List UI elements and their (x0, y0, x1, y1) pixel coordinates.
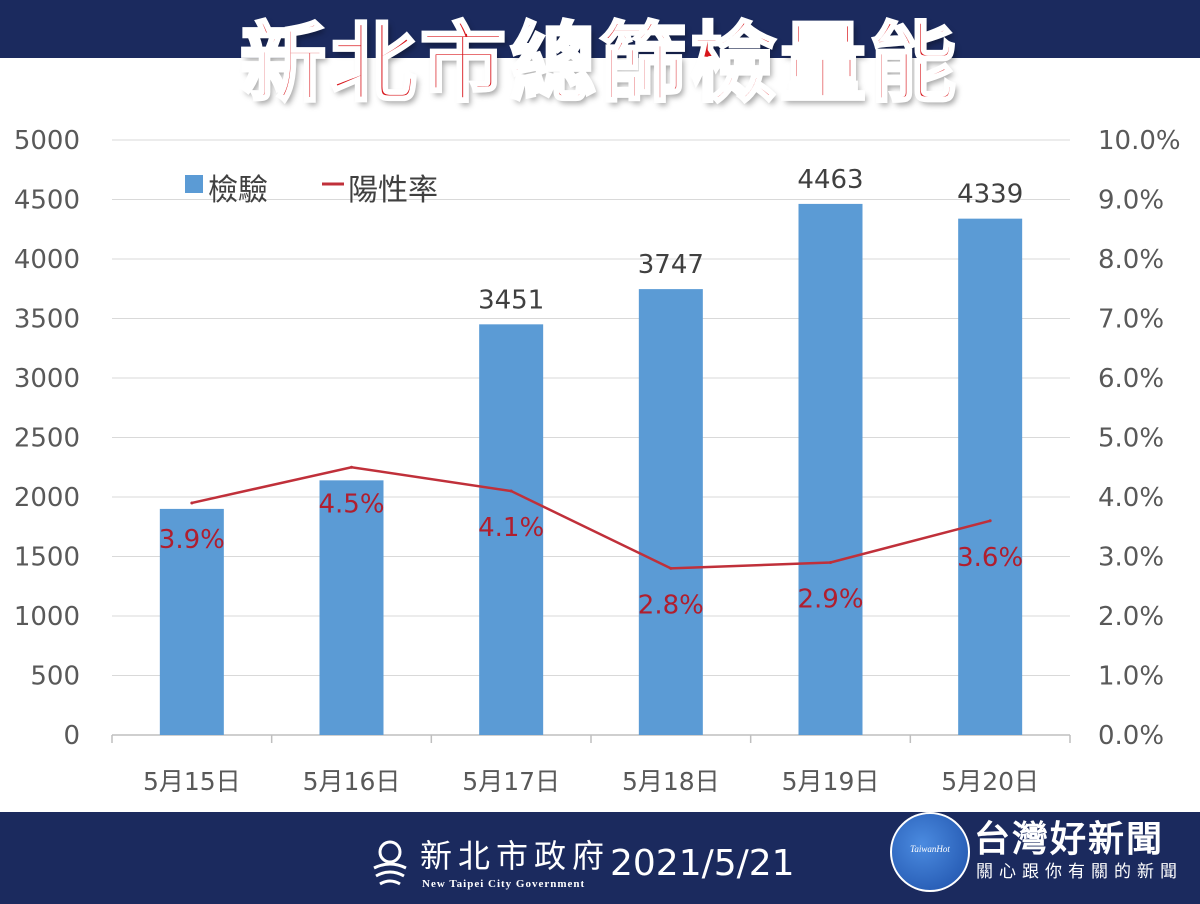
bar (638, 289, 703, 735)
line-point (350, 465, 353, 469)
legend-label-line: 陽性率 (348, 173, 438, 208)
y-right-tick-label: 7.0% (1098, 305, 1164, 335)
line-value-label: 2.9% (797, 584, 863, 614)
y-left-tick-label: 4500 (14, 186, 80, 216)
line-value-label: 4.1% (478, 513, 544, 543)
legend-swatch-bar (185, 175, 203, 193)
y-left-tick-label: 1000 (14, 602, 80, 632)
gov-name-en: New Taipei City Government (422, 878, 586, 890)
news-badge-text: TaiwanHot (910, 844, 950, 854)
y-left-tick-label: 3500 (14, 305, 80, 335)
y-right-tick-label: 5.0% (1098, 424, 1164, 454)
line-value-label: 3.9% (159, 525, 225, 555)
y-right-tick-label: 4.0% (1098, 483, 1164, 513)
y-right-tick-label: 10.0% (1098, 126, 1181, 156)
footer-band (0, 812, 1200, 904)
y-left-tick-label: 0 (63, 721, 80, 751)
y-left-tick-label: 1500 (14, 543, 80, 573)
news-name: 台灣好新聞 (974, 819, 1165, 860)
header-band (0, 0, 1200, 58)
publish-date: 2021/5/21 (610, 843, 795, 884)
x-tick-label: 5月19日 (782, 767, 880, 796)
x-tick-label: 5月15日 (143, 767, 241, 796)
line-value-label: 3.6% (957, 543, 1023, 573)
x-tick-label: 5月18日 (622, 767, 720, 796)
line-point (669, 566, 673, 570)
bar-value-label: 4463 (797, 165, 863, 195)
bar-value-label: 3747 (638, 250, 704, 280)
new-taipei-logo-icon (373, 840, 407, 886)
y-right-tick-label: 9.0% (1098, 186, 1164, 216)
y-right-tick-label: 1.0% (1098, 662, 1164, 692)
bar-value-label: 4339 (957, 180, 1023, 210)
y-right-tick-label: 3.0% (1098, 543, 1164, 573)
y-right-tick-label: 0.0% (1098, 721, 1164, 751)
bar (479, 324, 544, 735)
series-line-positive-rate (191, 465, 991, 570)
line-point (509, 489, 513, 493)
page-title: 新北市總篩檢量能 (239, 13, 960, 116)
bar-value-label: 3451 (478, 285, 544, 315)
y-right-tick-label: 6.0% (1098, 364, 1164, 394)
y-left-tick-label: 4000 (14, 245, 80, 275)
line-point (829, 560, 832, 564)
line-point (988, 519, 992, 523)
news-slogan: 關心跟你有關的新聞 (976, 862, 1183, 882)
y-left-tick-label: 2000 (14, 483, 80, 513)
x-tick-label: 5月16日 (303, 767, 401, 796)
line-value-label: 4.5% (318, 489, 384, 519)
line-value-label: 2.8% (638, 590, 704, 620)
y-right-tick-label: 8.0% (1098, 245, 1164, 275)
legend-label-bar: 檢驗 (208, 173, 268, 208)
y-left-tick-label: 3000 (14, 364, 80, 394)
bar (319, 480, 384, 735)
line-point (190, 501, 194, 505)
y-left-tick-label: 500 (30, 662, 80, 692)
y-left-tick-label: 5000 (14, 126, 80, 156)
x-tick-label: 5月20日 (941, 767, 1039, 796)
bar (798, 203, 863, 735)
y-right-tick-label: 2.0% (1098, 602, 1164, 632)
bar (159, 508, 224, 735)
bar (958, 218, 1023, 735)
gov-name: 新北市政府 (420, 837, 611, 875)
x-tick-label: 5月17日 (462, 767, 560, 796)
y-left-tick-label: 2500 (14, 424, 80, 454)
news-badge-icon: TaiwanHot (890, 812, 970, 892)
